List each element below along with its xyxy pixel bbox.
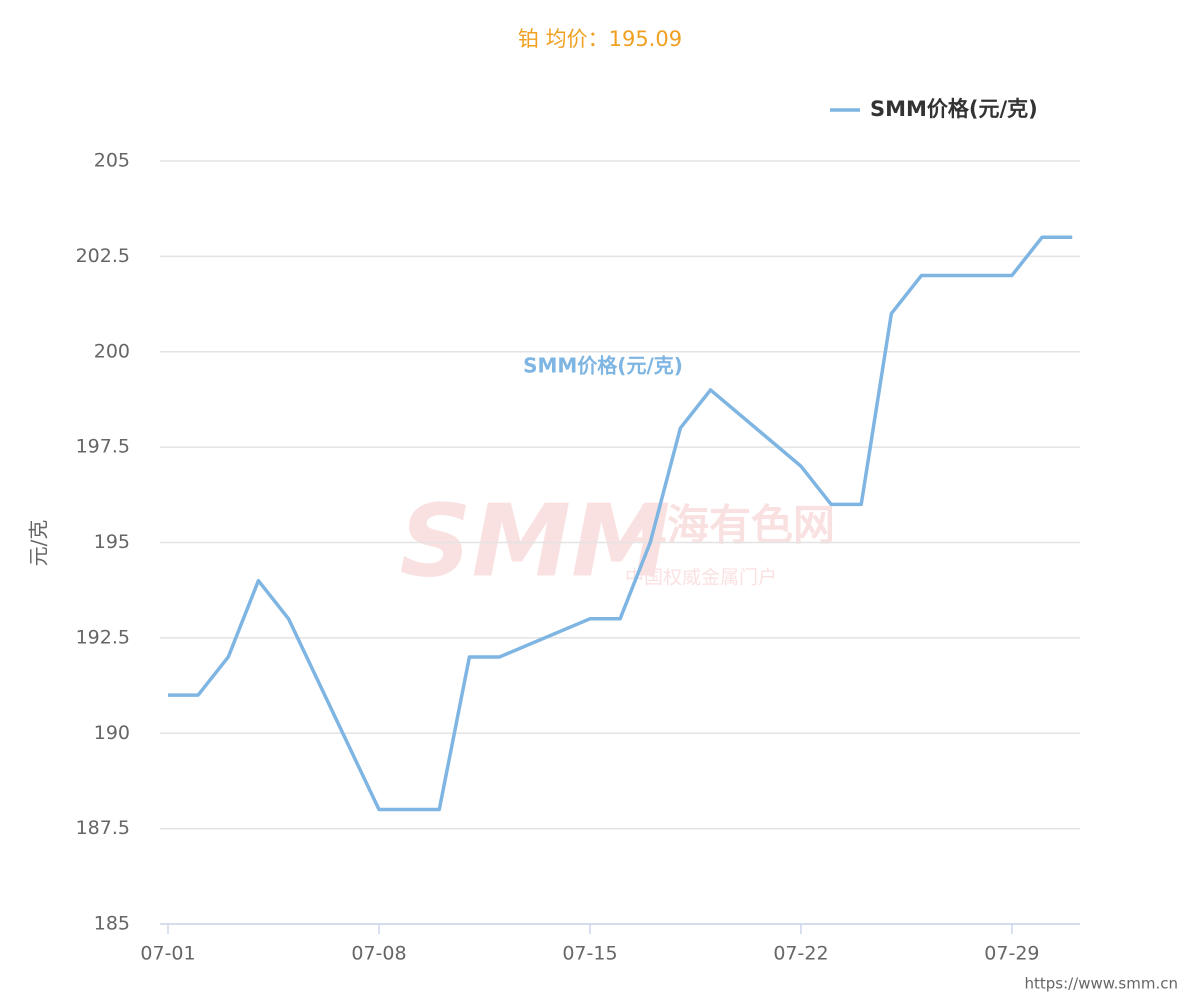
y-tick-label: 192.5: [76, 626, 130, 648]
x-tick-label: 07-29: [984, 943, 1039, 965]
x-tick-label: 07-01: [140, 943, 195, 965]
y-tick-label: 202.5: [76, 245, 130, 267]
y-tick-label: 187.5: [76, 817, 130, 839]
series-label: SMM价格(元/克): [523, 354, 683, 378]
y-axis-label: 元/克: [27, 520, 51, 567]
x-tick-label: 07-15: [562, 943, 617, 965]
legend-label: SMM价格(元/克): [870, 97, 1038, 121]
y-tick-label: 197.5: [76, 436, 130, 458]
watermark-slogan: 中国权威金属门户: [625, 567, 777, 589]
x-tick-label: 07-22: [773, 943, 828, 965]
watermark-logo: SMM: [399, 482, 670, 599]
x-tick-label: 07-08: [351, 943, 406, 965]
y-tick-label: 200: [94, 340, 130, 362]
y-tick-label: 205: [94, 150, 130, 172]
chart-title: 铂 均价：195.09: [518, 27, 682, 51]
y-tick-label: 195: [94, 531, 130, 553]
y-tick-label: 190: [94, 722, 130, 744]
y-tick-label: 185: [94, 913, 130, 935]
watermark: SMM 上海有色网 中国权威金属门户: [399, 482, 835, 599]
source: https://www.smm.cn: [1024, 975, 1178, 993]
series-line: [168, 235, 1073, 812]
